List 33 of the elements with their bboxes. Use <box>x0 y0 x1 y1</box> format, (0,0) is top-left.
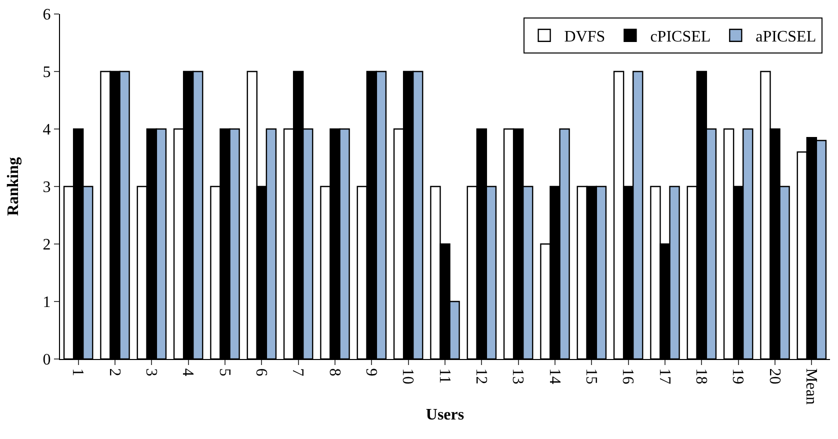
x-tick-label: 7 <box>289 368 306 376</box>
legend-label: cPICSEL <box>650 28 711 46</box>
x-tick-label: Mean <box>802 368 820 405</box>
x-tick-label: 17 <box>656 368 673 384</box>
y-tick-label: 6 <box>42 6 51 24</box>
x-tick-label: 13 <box>509 368 526 384</box>
x-tick-label: 18 <box>692 368 710 384</box>
x-tick-label: 16 <box>619 368 636 384</box>
x-tick-label: 2 <box>106 368 123 376</box>
x-tick-label: 3 <box>142 368 160 376</box>
y-tick-label: 2 <box>42 236 51 254</box>
y-tick-label: 1 <box>42 294 51 312</box>
x-tick-label: 9 <box>362 368 380 376</box>
x-tick-label: 5 <box>216 368 233 376</box>
x-tick-label: 12 <box>472 368 490 384</box>
x-tick-label: 10 <box>399 368 416 384</box>
legend-label: aPICSEL <box>756 28 816 46</box>
x-tick-label: 15 <box>582 368 600 384</box>
x-tick-label: 4 <box>179 368 196 376</box>
x-tick-label: 20 <box>766 368 783 384</box>
y-tick-label: 0 <box>42 352 51 369</box>
y-axis-title: Ranking <box>5 157 22 216</box>
x-tick-label: 14 <box>546 368 563 384</box>
legend-label: DVFS <box>564 28 606 46</box>
x-tick-label: 8 <box>326 368 343 376</box>
x-tick-label: 19 <box>729 368 746 384</box>
x-tick-label: 6 <box>252 368 270 376</box>
y-tick-label: 5 <box>42 64 51 82</box>
y-tick-label: 4 <box>42 122 51 139</box>
x-tick-label: 1 <box>69 368 86 376</box>
x-axis-title: Users <box>426 406 464 424</box>
y-tick-label: 3 <box>42 179 51 196</box>
x-tick-label: 11 <box>436 368 453 384</box>
